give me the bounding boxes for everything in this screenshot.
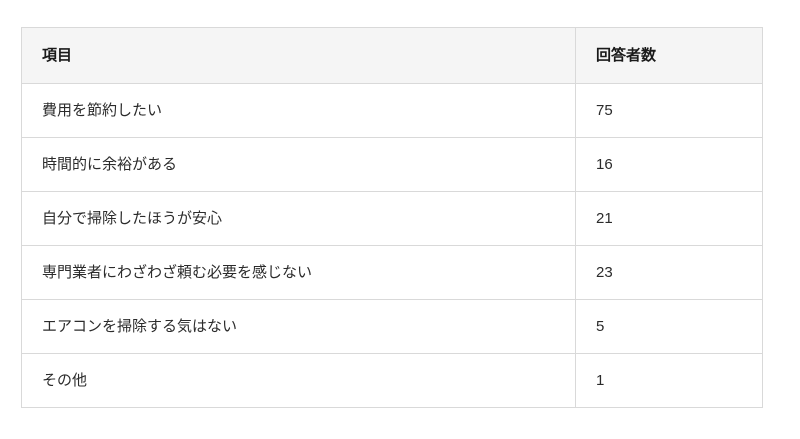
survey-table-container: 項目 回答者数 費用を節約したい 75 時間的に余裕がある 16 自分で掃除した… — [21, 27, 763, 408]
cell-count: 23 — [575, 245, 763, 300]
cell-count: 21 — [575, 191, 763, 246]
cell-item: エアコンを掃除する気はない — [21, 299, 576, 354]
survey-results-table: 項目 回答者数 費用を節約したい 75 時間的に余裕がある 16 自分で掃除した… — [21, 27, 763, 408]
table-row: 時間的に余裕がある 16 — [21, 137, 763, 192]
table-row: エアコンを掃除する気はない 5 — [21, 299, 763, 354]
column-header-count: 回答者数 — [575, 27, 763, 84]
cell-item: その他 — [21, 353, 576, 408]
cell-item: 自分で掃除したほうが安心 — [21, 191, 576, 246]
column-header-item: 項目 — [21, 27, 576, 84]
cell-item: 時間的に余裕がある — [21, 137, 576, 192]
cell-item: 専門業者にわざわざ頼む必要を感じない — [21, 245, 576, 300]
cell-count: 75 — [575, 83, 763, 138]
table-row: 費用を節約したい 75 — [21, 83, 763, 138]
table-header-row: 項目 回答者数 — [21, 27, 763, 84]
cell-count: 5 — [575, 299, 763, 354]
cell-count: 1 — [575, 353, 763, 408]
table-row: 専門業者にわざわざ頼む必要を感じない 23 — [21, 245, 763, 300]
table-row: 自分で掃除したほうが安心 21 — [21, 191, 763, 246]
cell-item: 費用を節約したい — [21, 83, 576, 138]
table-row: その他 1 — [21, 353, 763, 408]
cell-count: 16 — [575, 137, 763, 192]
